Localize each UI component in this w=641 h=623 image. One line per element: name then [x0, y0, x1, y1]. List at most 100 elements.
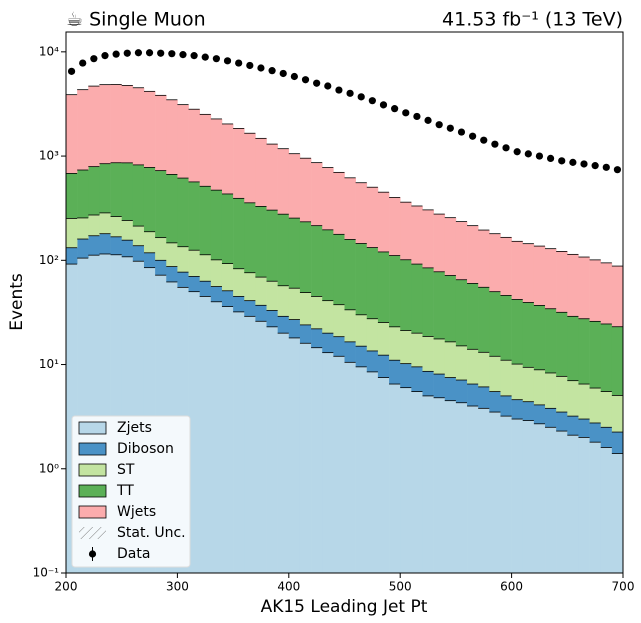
data-point	[324, 82, 332, 90]
data-point	[446, 124, 454, 132]
data-point	[469, 132, 477, 140]
bar-segment	[589, 259, 602, 322]
bar-segment	[545, 408, 557, 428]
y-tick-label: 10⁴	[39, 44, 59, 58]
data-point	[357, 93, 365, 101]
bar-segment	[99, 84, 111, 164]
bar-segment	[299, 292, 312, 325]
bar-segment	[611, 326, 624, 396]
bar-segment	[255, 277, 267, 306]
data-point	[435, 121, 443, 129]
x-tick-label: 700	[612, 580, 635, 594]
bar-segment	[389, 384, 401, 573]
bar-segment	[266, 144, 278, 211]
bar-segment	[110, 216, 122, 237]
bar-segment	[233, 128, 245, 199]
bar-segment	[556, 412, 568, 432]
bar-segment	[110, 236, 122, 255]
bar-segment	[366, 247, 379, 319]
bar-segment	[444, 275, 457, 342]
bar-segment	[155, 170, 167, 238]
data-point	[257, 64, 265, 72]
bar-segment	[66, 173, 78, 219]
bar-segment	[143, 167, 156, 232]
bar-segment	[489, 391, 501, 413]
legend: Zjets Diboson ST TT Wjets Stat. Unc. Data	[71, 415, 191, 568]
bar-segment	[411, 366, 423, 392]
bar-segment	[277, 214, 290, 286]
bar-segment	[333, 172, 345, 235]
bar-segment	[266, 210, 278, 282]
bar-segment	[433, 374, 446, 398]
data-point	[391, 105, 399, 113]
bar-segment	[221, 193, 234, 264]
bar-segment	[400, 387, 412, 573]
bar-segment	[199, 186, 212, 255]
bar-segment	[611, 453, 624, 573]
data-point	[346, 89, 354, 97]
bar-segment	[556, 312, 568, 377]
bar-segment	[322, 229, 334, 301]
bar-segment	[322, 300, 334, 334]
data-point	[524, 150, 532, 158]
y-tick-label: 10³	[39, 149, 59, 163]
bar-segment	[188, 250, 200, 277]
bar-segment	[567, 316, 579, 381]
bar-segment	[233, 268, 245, 297]
bar-segment	[233, 296, 245, 312]
bar-segment	[545, 372, 557, 409]
bar-segment	[255, 321, 267, 573]
bar-segment	[600, 262, 613, 324]
bar-segment	[77, 239, 89, 259]
bar-segment	[288, 337, 301, 573]
x-axis-label: AK15 Leading Jet Pt	[261, 597, 428, 617]
data-point	[201, 53, 209, 61]
bar-segment	[66, 218, 78, 248]
bar-segment	[311, 296, 323, 329]
bar-segment	[199, 296, 212, 573]
data-point	[212, 55, 220, 63]
y-tick-label: 10⁰	[39, 461, 59, 475]
bar-segment	[244, 300, 256, 317]
bar-segment	[467, 225, 479, 284]
bar-segment	[455, 221, 468, 280]
bar-segment	[188, 291, 200, 573]
bar-segment	[589, 388, 602, 423]
x-tick-label: 300	[166, 580, 189, 594]
bar-segment	[589, 422, 602, 443]
bar-segment	[455, 380, 468, 403]
data-point	[480, 136, 488, 144]
data-point	[491, 140, 499, 148]
bar-segment	[500, 395, 512, 417]
bar-segment	[489, 356, 501, 392]
bar-segment	[244, 272, 256, 301]
data-point	[602, 163, 610, 171]
bar-segment	[377, 322, 390, 356]
bar-segment	[422, 267, 434, 337]
data-point	[145, 49, 154, 57]
bar-segment	[422, 395, 434, 573]
x-tick-label: 200	[55, 580, 78, 594]
bar-segment	[177, 104, 189, 179]
data-point	[558, 157, 566, 165]
bar-segment	[311, 162, 323, 226]
bar-segment	[66, 94, 78, 174]
bar-segment	[311, 347, 323, 573]
bar-segment	[344, 341, 356, 363]
bar-segment	[166, 266, 178, 282]
bar-segment	[311, 225, 323, 297]
bar-segment	[88, 255, 100, 574]
bar-segment	[478, 230, 490, 288]
legend-swatch	[79, 527, 106, 539]
bar-segment	[377, 377, 390, 573]
bar-segment	[478, 287, 490, 353]
x-tick-label: 400	[277, 580, 300, 594]
bar-segment	[344, 362, 356, 573]
legend-swatch	[78, 463, 107, 477]
bar-segment	[389, 255, 401, 327]
bar-segment	[355, 346, 368, 367]
bar-segment	[433, 214, 446, 272]
legend-swatch	[78, 442, 107, 456]
legend-swatch	[78, 484, 107, 498]
bar-segment	[600, 427, 613, 448]
